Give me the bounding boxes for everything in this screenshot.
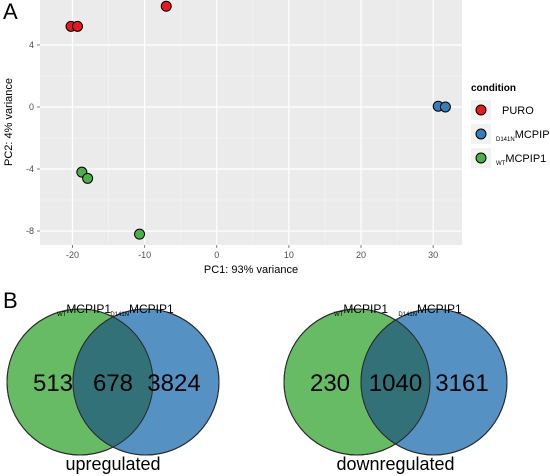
legend-label: D141NMCPIP1	[496, 129, 550, 143]
legend: condition PUROD141NMCPIP1WTMCPIP1	[471, 83, 550, 168]
x-tick-label: 30	[428, 250, 438, 260]
legend-label: PURO	[502, 105, 534, 117]
legend-label-subscript: D141N	[496, 137, 515, 143]
venn-left-set-label: WTMCPIP1	[334, 302, 388, 318]
venn-title: downregulated	[336, 454, 454, 474]
data-point-series-0	[160, 0, 172, 12]
legend-key	[475, 128, 487, 140]
y-tick-label: 4	[29, 40, 34, 50]
venn-count-right-only: 3161	[435, 370, 488, 397]
pca-scatter-plot: -20 -10 0 10 20 30 -8 -4 0 4 PC1: 93% variance PC…	[3, 0, 550, 276]
panel-label-a: A	[3, 0, 18, 24]
plot-panel-background	[40, 0, 462, 245]
panel-label-b: B	[3, 288, 18, 313]
y-tick-label: 0	[29, 102, 34, 112]
legend-key	[475, 104, 487, 116]
data-point-series-0	[72, 20, 84, 32]
venn-upregulated: WTMCPIP1 D141NMCPIP1 513 678 3824 upregulated	[6, 302, 220, 474]
venn-right-set-label: D141NMCPIP1	[110, 302, 174, 318]
y-axis-label: PC2: 4% variance	[3, 78, 15, 166]
venn-count-both: 1040	[369, 370, 422, 397]
venn-overlap	[73, 309, 153, 455]
plot-gridlines	[40, 0, 462, 245]
data-point-series-1	[439, 101, 451, 113]
x-tick-label: 0	[214, 250, 219, 260]
data-points	[65, 0, 451, 240]
venn-count-left-only: 230	[310, 370, 350, 397]
venn-left-outline	[6, 308, 154, 456]
data-point-series-2	[82, 172, 94, 184]
y-tick-label: -4	[26, 164, 34, 174]
venn-right-outline	[72, 308, 220, 456]
x-tick-label: 10	[284, 250, 294, 260]
venn-right-set-label: D141NMCPIP1	[398, 302, 462, 318]
legend-key	[475, 152, 487, 164]
legend-label-subscript: WT	[496, 161, 506, 167]
venn-title: upregulated	[65, 454, 160, 474]
venn-count-left-only: 513	[33, 370, 73, 397]
venn-left-outline	[283, 308, 431, 456]
legend-title: condition	[471, 83, 516, 94]
y-tick-label: -8	[26, 226, 34, 236]
venn-overlap	[361, 309, 430, 455]
x-tick-label: -10	[138, 250, 151, 260]
venn-right-outline	[360, 308, 508, 456]
venn-downregulated: WTMCPIP1 D141NMCPIP1 230 1040 3161 downregula…	[283, 302, 508, 474]
axis-ticks: -20 -10 0 10 20 30 -8 -4 0 4	[26, 40, 438, 260]
x-axis-label: PC1: 93% variance	[204, 264, 298, 276]
venn-count-right-only: 3824	[147, 370, 200, 397]
legend-label-main: MCPIP1	[505, 153, 546, 165]
legend-label: WTMCPIP1	[496, 153, 546, 167]
venn-left-set-label: WTMCPIP1	[57, 302, 111, 318]
venn-count-both: 678	[93, 370, 133, 397]
data-point-series-2	[134, 228, 146, 240]
x-tick-label: -20	[66, 250, 79, 260]
x-tick-label: 20	[356, 250, 366, 260]
legend-label-main: MCPIP1	[515, 129, 550, 141]
